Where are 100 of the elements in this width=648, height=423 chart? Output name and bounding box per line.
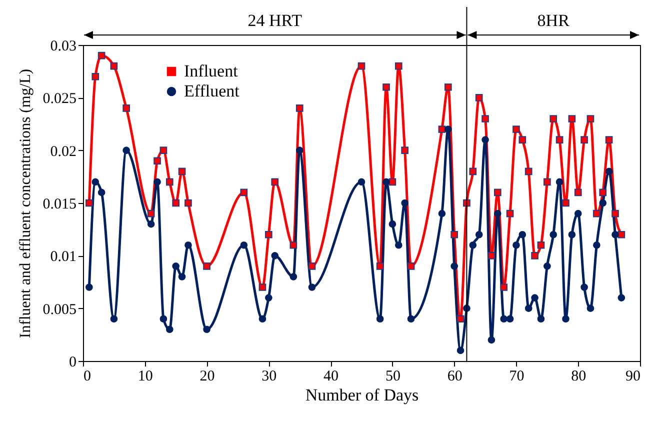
point <box>296 146 304 154</box>
y-axis-title: Influent and effluent concentrations (mg/L) <box>16 68 34 338</box>
point <box>86 284 93 291</box>
point <box>444 126 452 133</box>
point <box>562 199 570 207</box>
point <box>494 188 502 196</box>
point <box>450 230 458 238</box>
point <box>574 188 582 196</box>
point <box>586 115 594 122</box>
point <box>612 210 619 218</box>
y-tick-label: 0.02 <box>50 144 76 160</box>
point <box>524 168 532 176</box>
point <box>556 136 564 144</box>
point <box>358 178 366 186</box>
point <box>562 315 570 323</box>
x-tick-label: 90 <box>626 368 640 384</box>
point <box>184 241 192 249</box>
point <box>586 304 594 312</box>
point <box>258 284 266 291</box>
x-tick-label: 40 <box>324 368 339 384</box>
point <box>407 262 415 270</box>
point <box>382 178 390 186</box>
point <box>568 230 576 238</box>
point <box>482 136 489 144</box>
point <box>618 294 626 302</box>
point <box>593 210 600 218</box>
point <box>469 241 477 249</box>
point <box>500 284 508 291</box>
point <box>612 230 619 238</box>
point <box>544 178 551 186</box>
point <box>110 62 118 70</box>
point <box>401 199 408 207</box>
point <box>500 315 508 323</box>
x-tick-label: 30 <box>262 368 277 384</box>
y-tick-label: 0.01 <box>50 249 76 266</box>
x-tick-label: 20 <box>200 368 215 384</box>
x-tick-label: 10 <box>138 368 153 384</box>
point <box>506 315 514 323</box>
point <box>122 104 130 112</box>
point <box>544 262 551 270</box>
point <box>574 210 582 218</box>
point <box>160 315 168 323</box>
point <box>98 52 106 60</box>
point <box>154 157 161 165</box>
legend-label: Effluent <box>184 82 240 100</box>
y-tick-label: 0.025 <box>42 91 76 108</box>
point <box>556 178 564 186</box>
point <box>166 326 174 334</box>
point <box>550 230 558 238</box>
point <box>271 178 279 186</box>
point <box>524 304 532 312</box>
point <box>488 336 496 344</box>
point <box>98 188 106 196</box>
point <box>593 241 600 249</box>
point <box>531 252 538 260</box>
point <box>580 136 588 144</box>
point <box>178 273 186 280</box>
point <box>475 230 483 238</box>
point <box>240 188 248 196</box>
point <box>271 252 279 260</box>
y-tick-label: 0.005 <box>42 302 76 318</box>
point <box>512 241 520 249</box>
point <box>407 315 415 323</box>
x-axis-title: Number of Days <box>305 386 419 404</box>
point <box>550 115 558 122</box>
point <box>203 326 210 334</box>
point <box>506 210 514 218</box>
point <box>265 294 272 302</box>
point <box>394 241 402 249</box>
point <box>537 315 545 323</box>
point <box>438 126 446 133</box>
point <box>580 284 588 291</box>
point <box>154 178 161 186</box>
point <box>438 210 446 218</box>
point <box>482 115 489 122</box>
point <box>475 94 483 102</box>
point <box>296 104 304 112</box>
point <box>122 146 130 154</box>
point <box>258 315 266 323</box>
point <box>147 210 155 218</box>
x-tick-label: 0 <box>84 368 91 384</box>
point <box>401 146 408 154</box>
point <box>518 136 526 144</box>
point <box>86 199 93 207</box>
point <box>518 230 526 238</box>
point <box>444 83 452 91</box>
point <box>388 220 396 228</box>
point <box>450 262 458 270</box>
text: 8HR <box>537 11 570 30</box>
point <box>290 273 298 280</box>
y-tick-label: 0.03 <box>50 38 76 54</box>
point <box>488 252 496 260</box>
point <box>494 210 502 218</box>
point <box>376 262 384 270</box>
point <box>618 230 626 238</box>
point <box>178 168 186 176</box>
point <box>110 315 118 323</box>
legend-label: Influent <box>184 62 238 80</box>
point <box>605 136 613 144</box>
point <box>203 262 210 270</box>
